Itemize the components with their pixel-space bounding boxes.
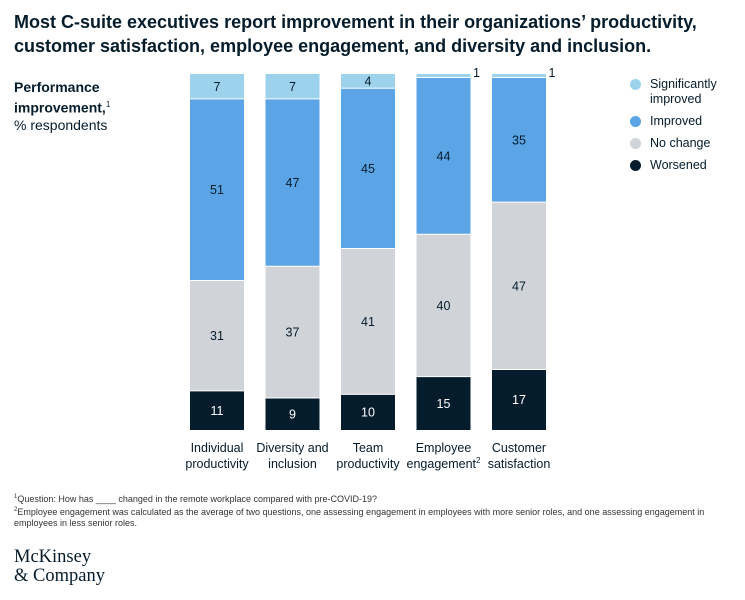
logo-line-2: & Company	[14, 566, 105, 586]
data-label: 7	[214, 80, 221, 94]
logo-line-1: McKinsey	[14, 547, 92, 567]
legend-item-no-change: No change	[630, 136, 740, 151]
x-tick-label: engagement2	[407, 456, 482, 471]
bar-stack-individual-productivity: 11 31 51 7	[190, 74, 244, 430]
x-tick-label: Employee	[416, 441, 472, 455]
data-label: 45	[361, 162, 375, 176]
data-label: 9	[289, 407, 296, 421]
bar-segment-no-change	[341, 248, 395, 395]
bar-segment-significantly-improved	[341, 74, 395, 89]
bar-segment-significantly-improved	[190, 74, 244, 99]
bar-segment-improved	[416, 77, 471, 235]
legend-label: No change	[650, 136, 711, 150]
bar-stack-diversity-and-inclusion: 9 37 47 7	[265, 74, 320, 430]
bar-stack-employee-engagement: 15 40 44 1	[416, 66, 480, 430]
bar-segment-no-change	[416, 234, 471, 377]
legend-item-significantly-improved: Significantly improved	[630, 77, 740, 107]
y-axis-label-footnote-mark: 1	[105, 100, 111, 109]
bar-stack-team-productivity: 10 41 45 4	[341, 74, 395, 430]
x-tick-label: Team	[353, 441, 384, 455]
bar-segment-significantly-improved	[492, 74, 546, 78]
legend-label: Worsened	[650, 158, 707, 172]
footnotes: 1Question: How has ____ changed in the r…	[14, 492, 729, 529]
bar-segment-improved	[265, 98, 320, 267]
legend-label: Improved	[650, 114, 703, 128]
bar-segment-worsened	[190, 390, 244, 430]
legend-label: Significantly improved	[650, 77, 717, 106]
data-label: 37	[286, 326, 300, 340]
bar-segment-worsened	[341, 394, 395, 430]
x-tick-label: Individual	[191, 441, 244, 455]
data-label: 35	[512, 133, 526, 147]
data-label: 17	[512, 393, 526, 407]
bar-segment-worsened	[492, 369, 546, 430]
footnote-mark: 1	[14, 494, 18, 500]
data-label: 1	[473, 66, 480, 80]
bar-segment-significantly-improved	[416, 74, 471, 78]
footnote-mark: 2	[476, 456, 481, 465]
legend: Significantly improved Improved No chang…	[630, 77, 740, 180]
bar-segment-worsened	[265, 397, 320, 430]
x-tick-label: Customer	[492, 441, 546, 455]
footnote-mark: 2	[14, 507, 18, 513]
footnote-text: Question: How has ____ changed in the re…	[17, 494, 378, 504]
x-tick-label: satisfaction	[488, 457, 551, 471]
data-label: 44	[437, 149, 451, 163]
bar-segment-no-change	[492, 202, 546, 370]
bar-segment-improved	[190, 98, 244, 281]
x-tick-label: Diversity and	[256, 441, 328, 455]
mckinsey-logo: McKinsey & Company	[14, 548, 105, 586]
bar-stack-customer-satisfaction: 17 47 35 1	[492, 66, 556, 430]
y-axis-label-main: Performance improvement,	[14, 79, 106, 116]
data-label: 40	[437, 299, 451, 313]
data-label: 15	[437, 397, 451, 411]
footnote-1: 1Question: How has ____ changed in the r…	[14, 492, 729, 505]
data-label: 10	[361, 406, 375, 420]
bar-segment-worsened	[416, 376, 471, 430]
data-label: 7	[289, 80, 296, 94]
bar-segment-improved	[492, 77, 546, 203]
data-label: 11	[211, 404, 224, 418]
legend-swatch	[630, 160, 641, 171]
x-tick-label: productivity	[336, 457, 400, 471]
legend-item-worsened: Worsened	[630, 158, 740, 173]
data-label: 51	[210, 183, 224, 197]
footnote-2: 2Employee engagement was calculated as t…	[14, 505, 729, 529]
footnote-text: Employee engagement was calculated as th…	[14, 507, 705, 528]
bar-segment-improved	[341, 88, 395, 249]
chart-title: Most C-suite executives report improveme…	[14, 12, 697, 56]
data-label: 4	[365, 75, 372, 89]
x-tick-label: inclusion	[268, 457, 317, 471]
y-axis-label: Performance improvement,1 % respondents	[14, 79, 174, 134]
data-label: 47	[512, 279, 526, 293]
bar-segment-no-change	[190, 280, 244, 391]
data-label: 1	[549, 66, 556, 80]
legend-swatch	[630, 138, 641, 149]
x-tick-label: productivity	[185, 457, 249, 471]
y-axis-label-unit: % respondents	[14, 116, 108, 133]
data-label: 47	[286, 176, 300, 190]
data-label: 31	[210, 329, 224, 343]
bar-segment-no-change	[265, 266, 320, 398]
legend-swatch	[630, 79, 641, 90]
data-label: 41	[361, 315, 375, 329]
bar-segment-significantly-improved	[265, 74, 320, 99]
legend-swatch	[630, 116, 641, 127]
legend-item-improved: Improved	[630, 114, 740, 129]
